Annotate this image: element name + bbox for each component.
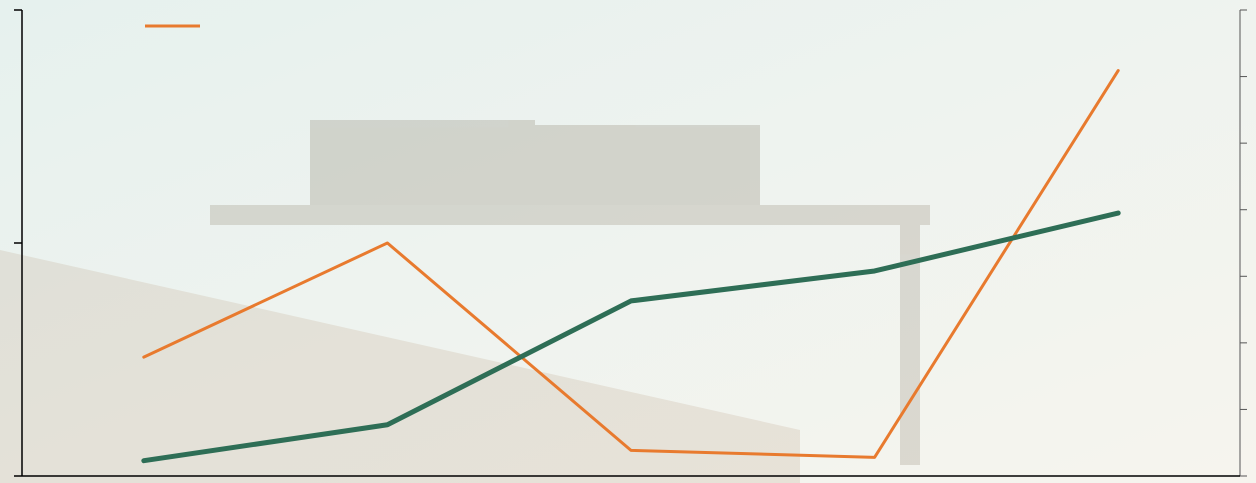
series-line <box>141 210 1121 464</box>
series-line <box>142 69 1120 459</box>
